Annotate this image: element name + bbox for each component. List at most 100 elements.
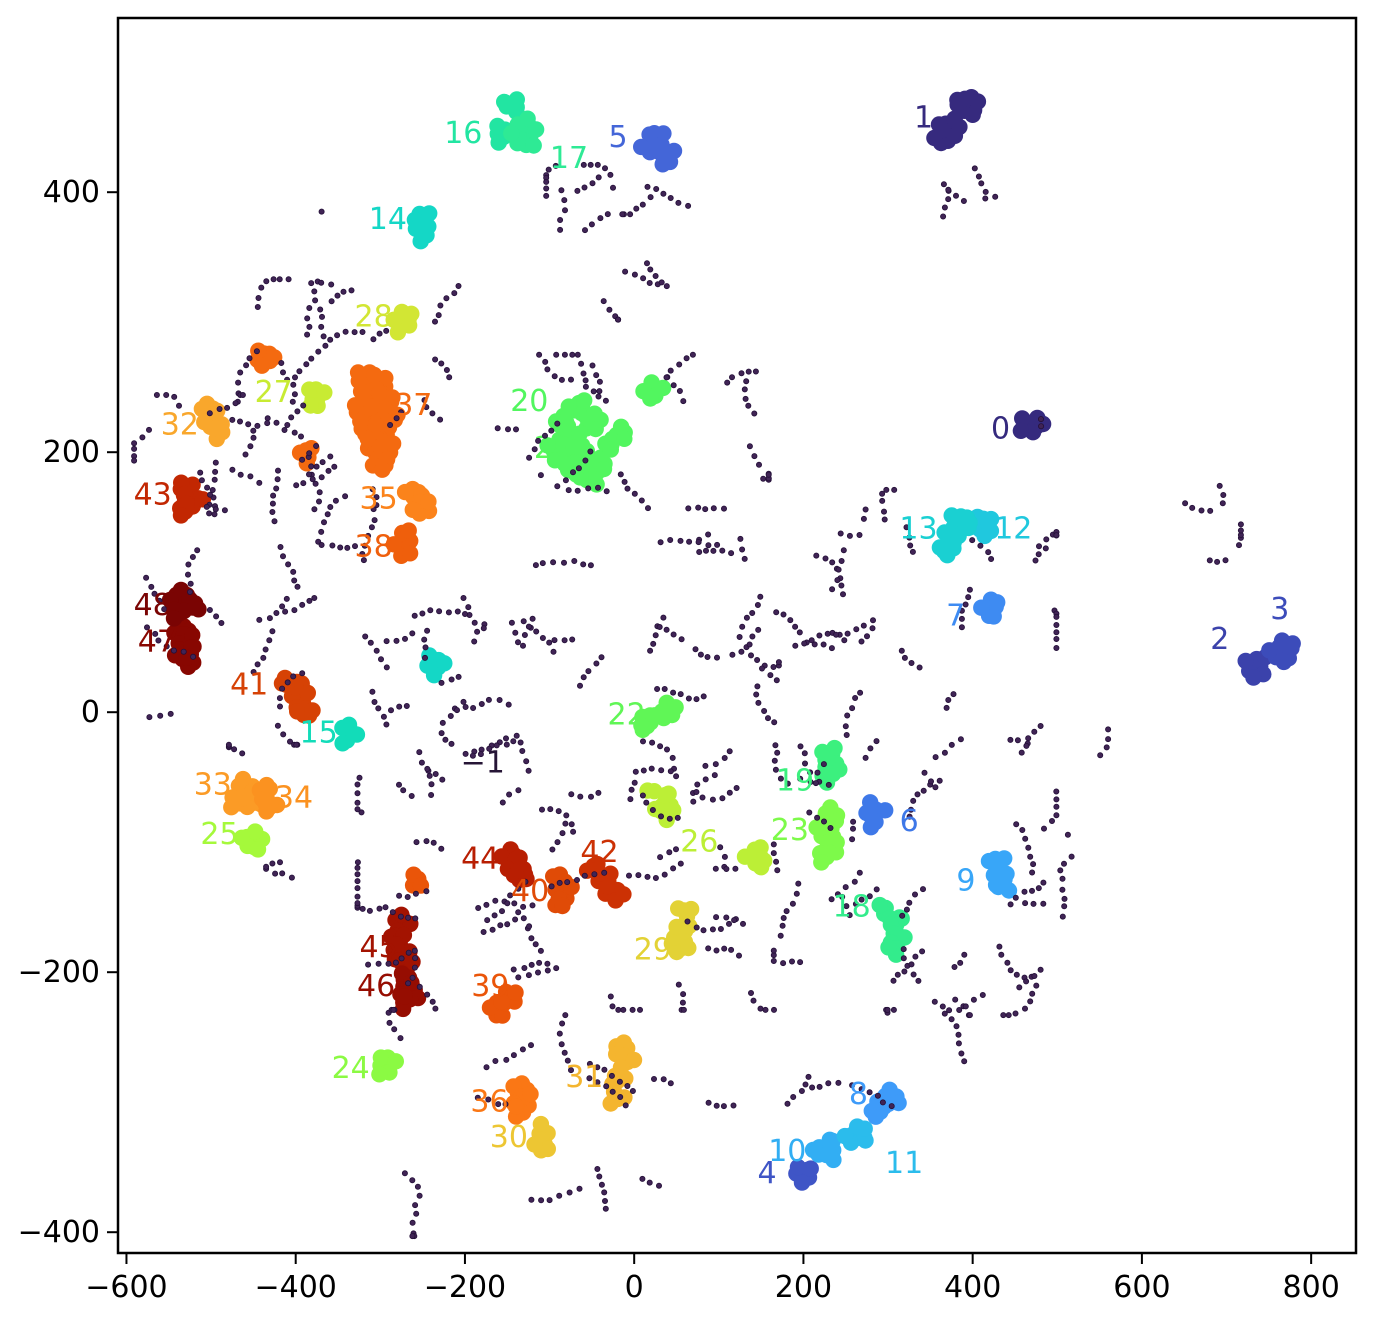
cluster-points-1 [926, 89, 987, 152]
cluster-label-4: 4 [757, 1156, 776, 1191]
cluster-label-46: 46 [357, 969, 395, 1004]
cluster-label-26: 26 [680, 825, 718, 860]
cluster-points-40 [545, 866, 580, 915]
cluster-points-0 [1012, 409, 1052, 441]
y-tick-label--400: −400 [18, 1215, 100, 1250]
cluster-points-22 [633, 694, 684, 738]
cluster-points-25 [233, 823, 271, 858]
cluster-label-36: 36 [470, 1085, 508, 1120]
y-tick-label-200: 200 [43, 435, 100, 470]
y-tick-label-400: 400 [43, 175, 100, 210]
cluster-label-13: 13 [899, 511, 937, 546]
cluster-points-20 [539, 374, 672, 493]
x-tick-label--200: −200 [424, 1270, 506, 1305]
cluster-label-9: 9 [956, 864, 975, 899]
cluster-points-4 [788, 1158, 819, 1191]
cluster-points-35 [396, 480, 438, 522]
cluster-label-5: 5 [609, 120, 628, 155]
cluster-label-38: 38 [355, 530, 393, 565]
cluster-points-14 [406, 205, 453, 684]
y-tick-label-0: 0 [81, 695, 100, 730]
cluster-points-29 [663, 900, 700, 961]
cluster-points-11 [836, 1118, 874, 1151]
y-axis: 400 200 0 −200 −400 [18, 175, 118, 1250]
cluster-points-6 [858, 794, 894, 836]
cluster-points-47 [166, 614, 202, 675]
cluster-label-6: 6 [900, 804, 919, 839]
cluster-label-23: 23 [771, 813, 809, 848]
cluster-points-19 [814, 739, 848, 791]
cluster-points-8 [863, 1081, 907, 1125]
cluster-label-20: 20 [510, 384, 548, 419]
cluster-label-24: 24 [332, 1051, 370, 1086]
cluster-points-37 [249, 342, 406, 478]
cluster-label-27: 27 [255, 375, 293, 410]
cluster-points-42 [578, 855, 632, 909]
cluster-label-31: 31 [565, 1060, 603, 1095]
x-tick-label-400: 400 [944, 1270, 1001, 1305]
cluster-points-24 [371, 1049, 404, 1083]
cluster-label-42: 42 [580, 835, 618, 870]
cluster-label-3: 3 [1270, 592, 1289, 627]
cluster-label-33: 33 [194, 768, 232, 803]
cluster-label-48: 48 [134, 588, 172, 623]
cluster-label-14: 14 [369, 202, 407, 237]
cluster-label-43: 43 [134, 478, 172, 513]
cluster-label-19: 19 [776, 764, 814, 799]
cluster-label-2: 2 [1210, 622, 1229, 657]
cluster-label-16: 16 [444, 116, 482, 151]
x-tick-label-0: 0 [625, 1270, 644, 1305]
cluster-points-13 [931, 507, 978, 564]
cluster-points-28 [385, 303, 420, 341]
cluster-label-10: 10 [768, 1134, 806, 1169]
x-tick-label--600: −600 [85, 1270, 167, 1305]
cluster-label-11: 11 [885, 1146, 923, 1181]
cluster-points-18 [871, 896, 913, 963]
cluster-points-9 [980, 850, 1018, 899]
cluster-label-1: 1 [914, 101, 933, 136]
x-tick-label-200: 200 [775, 1270, 832, 1305]
cluster-label-37: 37 [394, 388, 432, 423]
x-tick-label-800: 800 [1283, 1270, 1340, 1305]
plot-frame [116, 16, 1358, 1255]
cluster-points-17 [503, 110, 545, 154]
cluster-label-34: 34 [275, 781, 313, 816]
cluster-points-15 [334, 716, 366, 752]
cluster-points-7 [973, 591, 1006, 625]
cluster-points-30 [526, 1115, 556, 1159]
cluster-label-40: 40 [511, 874, 549, 909]
noise-points [131, 161, 1244, 1240]
cluster-label-17: 17 [550, 141, 588, 176]
cluster-label-28: 28 [355, 300, 393, 335]
cluster-label-8: 8 [849, 1077, 868, 1112]
cluster-label-25: 25 [200, 817, 238, 852]
cluster-points-36 [505, 1075, 539, 1125]
cluster-points-38 [385, 522, 419, 564]
cluster-label-18: 18 [833, 890, 871, 925]
y-tick-label--200: −200 [18, 955, 100, 990]
cluster-label-39: 39 [471, 969, 509, 1004]
cluster-label-35: 35 [360, 482, 398, 517]
cluster-label-45: 45 [360, 930, 398, 965]
cluster-points-3 [1261, 632, 1301, 671]
cluster-label-41: 41 [230, 667, 268, 702]
cluster-points-46 [392, 965, 427, 1018]
noise-label: −1 [461, 745, 505, 780]
cluster-points-10 [804, 1131, 842, 1169]
cluster-label-22: 22 [608, 697, 646, 732]
cluster-points-34 [251, 776, 286, 820]
cluster-points-5 [633, 125, 683, 173]
x-tick-label-600: 600 [1113, 1270, 1170, 1305]
x-axis: −600 −400 −200 0 200 400 600 800 [85, 1253, 1340, 1305]
cluster-label-30: 30 [490, 1120, 528, 1155]
cluster-label-7: 7 [946, 599, 965, 634]
cluster-label-0: 0 [991, 411, 1010, 446]
cluster-label-44: 44 [461, 842, 499, 877]
cluster-points-39 [404, 866, 524, 1024]
cluster-points-32 [193, 395, 231, 448]
cluster-label-32: 32 [161, 407, 199, 442]
cluster-points-43 [172, 474, 212, 524]
